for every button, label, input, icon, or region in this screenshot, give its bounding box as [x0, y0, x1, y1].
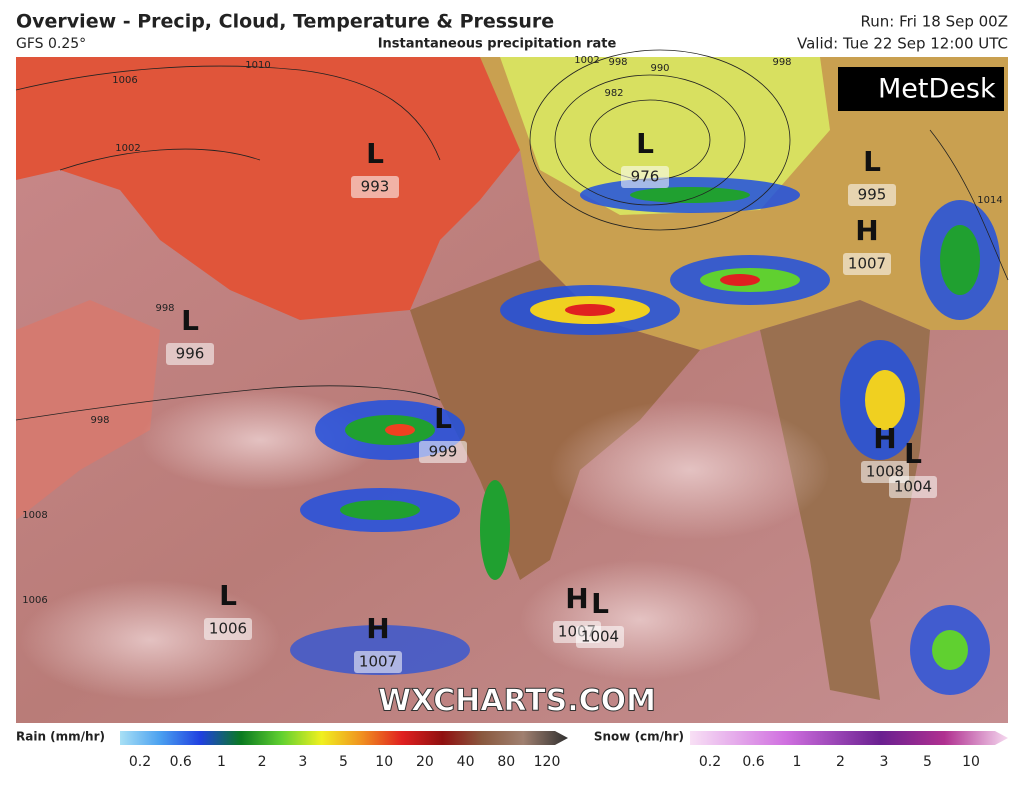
pressure-type: L: [366, 137, 384, 170]
pressure-type: L: [863, 145, 881, 178]
pressure-box: [204, 618, 252, 640]
isobar-label: 1014: [977, 195, 1002, 206]
rain-label: 3: [298, 754, 307, 770]
field: Instantaneous precipitation rate: [378, 37, 617, 52]
pressure-value: 993: [361, 178, 390, 196]
isobar-label: 1002: [115, 143, 140, 154]
pressure-box: [166, 343, 214, 365]
watermark: WXCHARTS.COM: [378, 684, 656, 719]
pressure-type: L: [219, 579, 237, 612]
rain-label: 2: [258, 754, 267, 770]
isobar-label: 1002: [574, 55, 599, 66]
isobar-label: 998: [155, 303, 174, 314]
rain-title: Rain (mm/hr): [16, 730, 105, 744]
cloud: [520, 560, 760, 680]
cloud: [20, 580, 280, 700]
valid: Valid: Tue 22 Sep 12:00 UTC: [797, 35, 1008, 53]
snow-label: 3: [880, 754, 889, 770]
pressure-type: H: [873, 422, 896, 455]
isobar-label: 1008: [22, 510, 47, 521]
snow-label: 0.6: [742, 754, 764, 770]
snow-title: Snow (cm/hr): [594, 730, 684, 744]
pressure-type: H: [565, 582, 588, 615]
pressure-type: L: [636, 127, 654, 160]
rain-label: 5: [339, 754, 348, 770]
snow-scale: [690, 731, 1008, 745]
pressure-type: H: [855, 214, 878, 247]
pressure-value: 1006: [209, 620, 247, 638]
cloud: [550, 400, 830, 540]
snow-label: 5: [923, 754, 932, 770]
rain-label: 10: [375, 754, 393, 770]
pressure-value: 995: [858, 186, 887, 204]
pressure-box: [889, 476, 937, 498]
rain-label: 40: [457, 754, 475, 770]
pressure-type: L: [591, 587, 609, 620]
pressure-box: [351, 176, 399, 198]
india: [410, 260, 700, 580]
run: Run: Fri 18 Sep 00Z: [861, 13, 1008, 31]
pressure-box: [848, 184, 896, 206]
model: GFS 0.25°: [16, 36, 86, 52]
pressure-value: 976: [631, 168, 660, 186]
logo-box: [838, 67, 1004, 111]
isobar-label: 998: [90, 415, 109, 426]
pressure-value: 1004: [581, 628, 619, 646]
logo: MetDesk: [878, 74, 996, 105]
snow-label: 2: [836, 754, 845, 770]
rain-label: 0.2: [129, 754, 151, 770]
rain-scale: [120, 731, 568, 745]
rain-label: 120: [534, 754, 561, 770]
pressure-value: 1007: [359, 653, 397, 671]
isobar-label: 998: [608, 57, 627, 68]
isobar-label: 1010: [245, 60, 270, 71]
precipitation: [290, 177, 1000, 695]
rain-label: 20: [416, 754, 434, 770]
snow-label: 10: [962, 754, 980, 770]
pressure-box: [354, 651, 402, 673]
pressure-value: 999: [429, 443, 458, 461]
isobar-labels: 1006 1010 1002 1002 998 990 982 998 1014 998 998 10…: [22, 55, 1002, 606]
rain-label: 1: [217, 754, 226, 770]
arabia: [16, 300, 160, 520]
pressure-type: L: [434, 402, 452, 435]
isobar-label: 990: [650, 63, 669, 74]
isobar-label: 998: [772, 57, 791, 68]
pressure-value: 1007: [848, 255, 886, 273]
rain-label: 80: [497, 754, 515, 770]
legend: Rain (mm/hr) Snow (cm/hr) 0.2 0.6 1 2 3 5 10 20…: [16, 730, 1008, 770]
pressure-type: H: [366, 612, 389, 645]
isobar-label: 982: [604, 88, 623, 99]
rain-label: 0.6: [170, 754, 192, 770]
pressure-box: [419, 441, 467, 463]
highland: [500, 57, 830, 215]
pressure-type: L: [181, 304, 199, 337]
pressure-box: [843, 253, 891, 275]
pressure-value: 996: [176, 345, 205, 363]
land-hot: [16, 57, 530, 320]
snow-label: 0.2: [699, 754, 721, 770]
title: Overview - Precip, Cloud, Temperature & …: [16, 11, 554, 33]
isobar-label: 1006: [22, 595, 47, 606]
pressure-type: L: [904, 437, 922, 470]
snow-label: 1: [793, 754, 802, 770]
pressure-value: 1004: [894, 478, 932, 496]
pressure-box: [576, 626, 624, 648]
pressure-box: [621, 166, 669, 188]
isobar-label: 1006: [112, 75, 137, 86]
cloud: [140, 390, 380, 490]
